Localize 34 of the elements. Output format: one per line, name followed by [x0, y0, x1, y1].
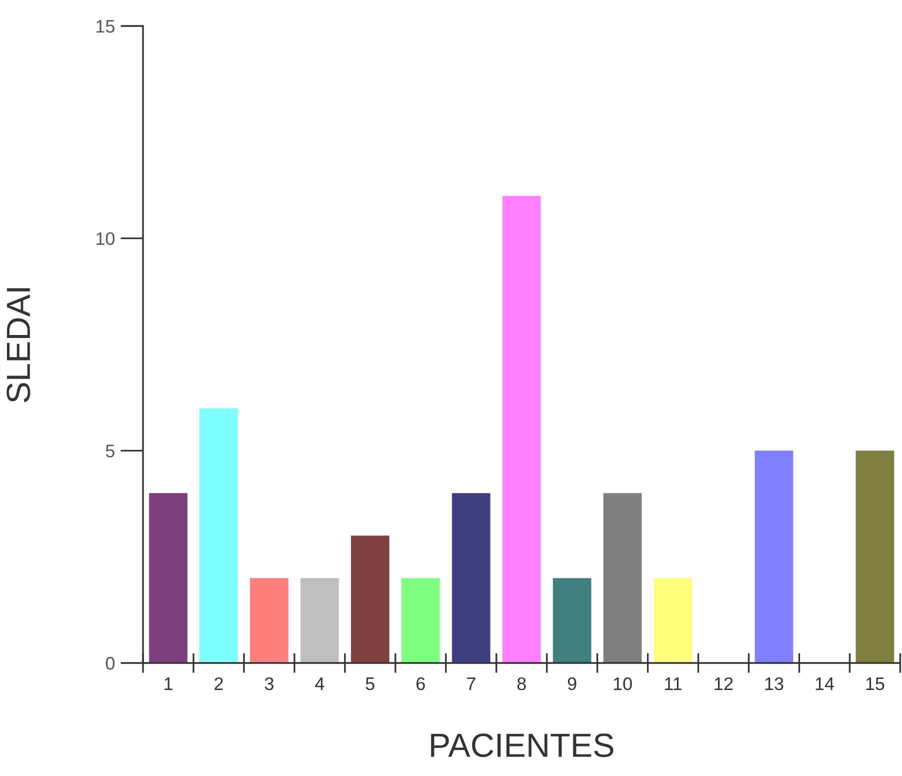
x-axis-title: PACIENTES: [431, 733, 614, 758]
bar: [300, 578, 339, 663]
y-tick-label: 10: [96, 232, 115, 246]
bar: [552, 578, 592, 663]
bar: [856, 450, 894, 663]
x-tick-label: 6: [416, 677, 425, 690]
bar: [603, 493, 642, 663]
x-tick-label: 10: [614, 677, 632, 690]
bar: [350, 536, 390, 663]
y-axis-title: SLEDAI: [6, 288, 30, 402]
bar: [401, 578, 440, 663]
x-tick-label: 3: [264, 677, 274, 690]
y-tick-label: 0: [106, 656, 115, 670]
x-tick-label: 9: [568, 677, 576, 690]
x-tick-label: 4: [315, 678, 324, 690]
bar: [250, 578, 288, 663]
x-tick-label: 14: [816, 678, 834, 690]
bar: [654, 578, 692, 663]
bar: [452, 493, 490, 663]
bar: [200, 408, 238, 663]
x-tick-label: 13: [765, 677, 784, 690]
y-tick-label: 15: [96, 20, 114, 33]
x-tick-label: 11: [665, 678, 682, 690]
x-tick-label: 5: [366, 678, 374, 690]
x-tick-label: 15: [866, 678, 884, 690]
y-tick-label: 5: [106, 444, 114, 458]
x-tick-label: 12: [714, 677, 733, 690]
bar: [754, 450, 794, 663]
x-tick-label: 7: [467, 678, 476, 690]
bar: [149, 493, 188, 663]
x-tick-label: 8: [517, 677, 526, 690]
bar: [502, 196, 541, 663]
x-tick-label: 2: [214, 677, 223, 690]
x-tick-label: 1: [164, 678, 172, 690]
